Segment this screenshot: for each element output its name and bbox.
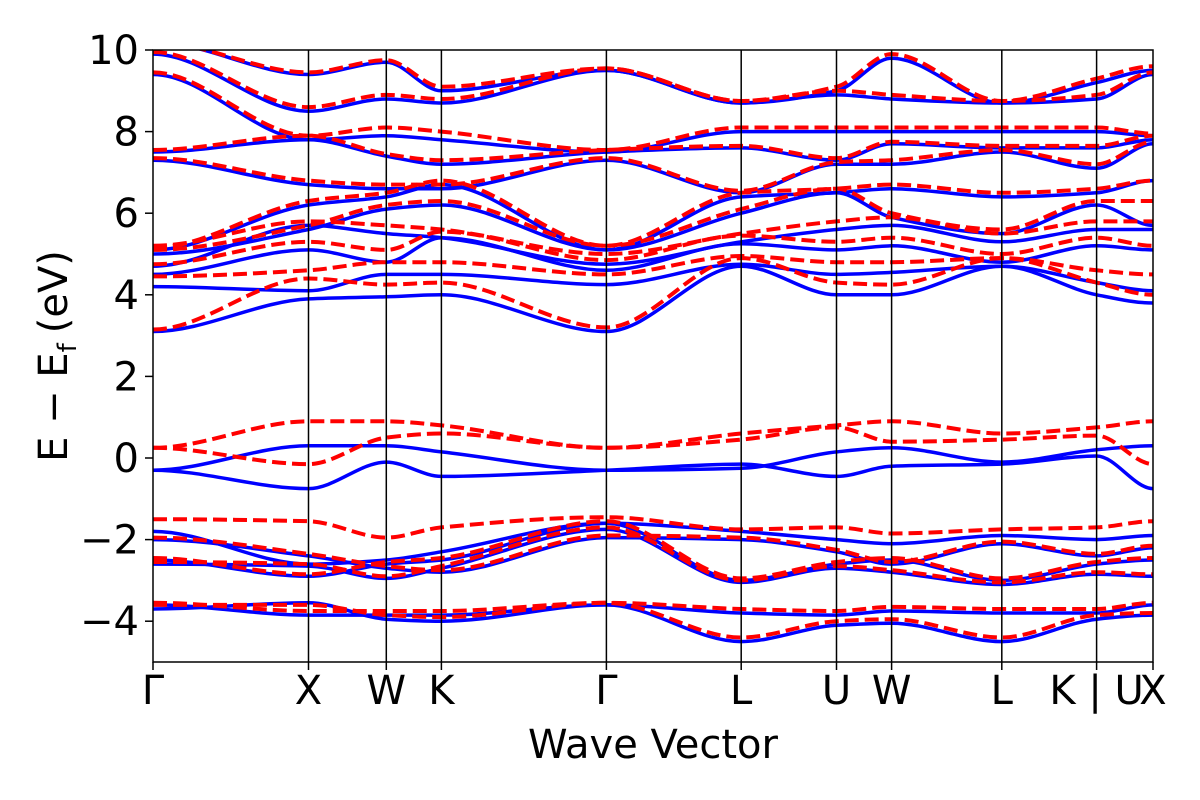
band-line: [153, 600, 1153, 640]
band-line: [153, 70, 1153, 153]
y-axis-label-unit: (eV): [31, 250, 77, 333]
band-line: [153, 223, 1153, 268]
y-axis-label: E − Ef (eV): [31, 250, 83, 462]
band-line: [153, 525, 1153, 585]
band-line: [153, 603, 1153, 617]
y-tick-label: 0: [114, 436, 139, 482]
y-axis-label-main: E − E: [31, 352, 77, 462]
x-tick-label: W: [872, 668, 912, 714]
x-tick-label: U: [822, 668, 851, 714]
y-axis-label-subscript: f: [53, 342, 83, 352]
band-line: [153, 139, 1153, 193]
band-line: [153, 262, 1153, 293]
x-tick-label: X: [295, 668, 322, 714]
x-axis-label: Wave Vector: [528, 722, 779, 768]
y-tick-label: −2: [80, 518, 139, 564]
band-line: [153, 519, 1153, 581]
y-tick-label: 8: [114, 110, 139, 156]
x-tick-label: W: [367, 668, 407, 714]
band-line: [153, 253, 1153, 279]
y-tick-label: 10: [88, 28, 139, 74]
y-tick-label: 2: [114, 354, 139, 400]
band-line: [153, 533, 1153, 573]
y-tick-label: 6: [114, 191, 139, 237]
band-line: [153, 444, 1153, 472]
band-line: [153, 600, 1153, 614]
x-tick-label: K: [428, 668, 456, 714]
plot-area: [153, 50, 1153, 644]
x-tick-label: L: [730, 668, 753, 714]
kpoint-lines: [307, 50, 1098, 662]
y-axis: −4 −2 0 2 4 6 8 10: [80, 28, 153, 645]
x-tick-label: L: [991, 668, 1014, 714]
x-tick-label: X: [1139, 668, 1166, 714]
x-tick-label: Γ: [595, 668, 618, 714]
band-line: [153, 178, 1153, 252]
band-line: [153, 454, 1153, 491]
plot-frame: [152, 49, 1154, 663]
band-line: [153, 133, 1153, 163]
band-line: [153, 229, 1153, 267]
band-line: [153, 515, 1153, 540]
x-tick-label: Γ: [142, 668, 165, 714]
x-tick-label: K | U: [1049, 668, 1143, 714]
band-line: [153, 186, 1153, 252]
band-line: [153, 178, 1153, 250]
band-line: [153, 72, 1153, 154]
y-tick-label: −4: [80, 599, 139, 645]
y-tick-label: 4: [114, 273, 139, 319]
band-line: [153, 215, 1153, 257]
band-line: [153, 419, 1153, 450]
band-line: [153, 425, 1153, 467]
